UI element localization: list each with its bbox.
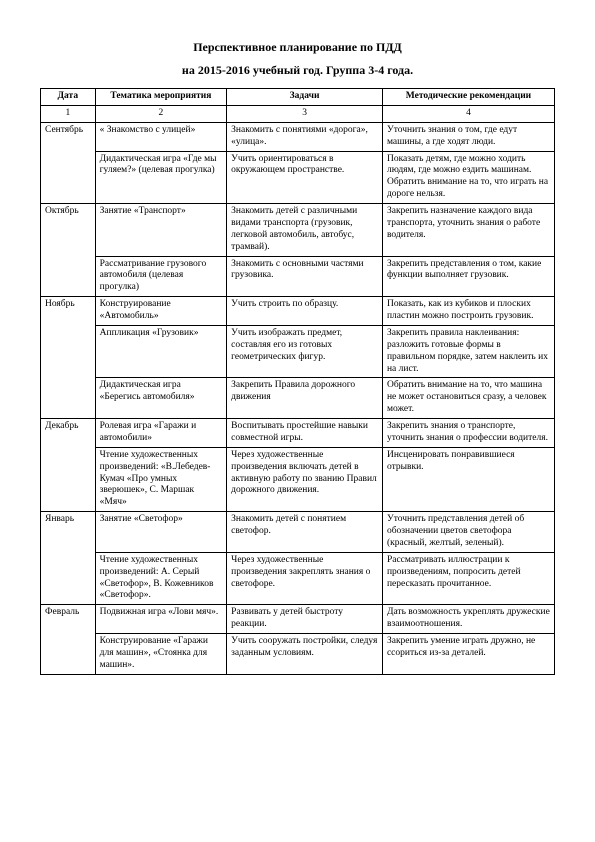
cell-tasks: Воспитывать простейшие навыки совместной… (227, 419, 383, 448)
cell-tasks: Знакомить детей с понятием светофор. (227, 512, 383, 553)
cell-topic: Дидактическая игра «Берегись автомобиля» (95, 378, 227, 419)
num-4: 4 (382, 105, 554, 122)
cell-method: Дать возможность укреплять дружеские вза… (382, 605, 554, 634)
table-row: НоябрьКонструирование «Автомобиль»Учить … (41, 297, 555, 326)
cell-method: Закрепить умение играть дружно, не ссори… (382, 634, 554, 675)
num-1: 1 (41, 105, 96, 122)
table-row: ЯнварьЗанятие «Светофор»Знакомить детей … (41, 512, 555, 553)
table-row: ДекабрьРолевая игра «Гаражи и автомобили… (41, 419, 555, 448)
table-row: Сентябрь« Знакомство с улицей»Знакомить … (41, 122, 555, 151)
num-2: 2 (95, 105, 227, 122)
header-method: Методические рекомендации (382, 89, 554, 106)
cell-topic: Аппликация «Грузовик» (95, 325, 227, 378)
cell-method: Закрепить назначение каждого вида трансп… (382, 204, 554, 257)
cell-method: Инсценировать понравившиеся отрывки. (382, 447, 554, 511)
number-row: 1 2 3 4 (41, 105, 555, 122)
cell-tasks: Знакомить с основными частями грузовика. (227, 256, 383, 297)
cell-tasks: Учить строить по образцу. (227, 297, 383, 326)
cell-topic: Конструирование «Гаражи для машин», «Сто… (95, 634, 227, 675)
cell-method: Рассматривать иллюстрации к произведения… (382, 552, 554, 605)
cell-date: Октябрь (41, 204, 96, 297)
cell-topic: Подвижная игра «Лови мяч». (95, 605, 227, 634)
cell-topic: Конструирование «Автомобиль» (95, 297, 227, 326)
cell-method: Уточнить знания о том, где едут машины, … (382, 122, 554, 151)
cell-tasks: Знакомить с понятиями «дорога», «улица». (227, 122, 383, 151)
cell-tasks: Через художественные произведения включа… (227, 447, 383, 511)
cell-topic: Рассматривание грузового автомобиля (цел… (95, 256, 227, 297)
header-date: Дата (41, 89, 96, 106)
cell-method: Показать детям, где можно ходить людям, … (382, 151, 554, 204)
cell-topic: Чтение художественных произведений: А. С… (95, 552, 227, 605)
cell-method: Уточнить представления детей об обозначе… (382, 512, 554, 553)
cell-topic: Чтение художественных произведений: «В.Л… (95, 447, 227, 511)
cell-topic: « Знакомство с улицей» (95, 122, 227, 151)
cell-method: Обратить внимание на то, что машина не м… (382, 378, 554, 419)
table-row: Чтение художественных произведений: «В.Л… (41, 447, 555, 511)
table-row: ОктябрьЗанятие «Транспорт»Знакомить дете… (41, 204, 555, 257)
table-row: Аппликация «Грузовик»Учить изображать пр… (41, 325, 555, 378)
table-row: Чтение художественных произведений: А. С… (41, 552, 555, 605)
cell-method: Закрепить правила наклеивания: разложить… (382, 325, 554, 378)
cell-tasks: Развивать у детей быстроту реакции. (227, 605, 383, 634)
table-row: Дидактическая игра «Где мы гуляем?» (цел… (41, 151, 555, 204)
table-row: Дидактическая игра «Берегись автомобиля»… (41, 378, 555, 419)
header-row: Дата Тематика мероприятия Задачи Методич… (41, 89, 555, 106)
cell-topic: Дидактическая игра «Где мы гуляем?» (цел… (95, 151, 227, 204)
table-row: Рассматривание грузового автомобиля (цел… (41, 256, 555, 297)
cell-date: Декабрь (41, 419, 96, 512)
cell-tasks: Учить сооружать постройки, следуя заданн… (227, 634, 383, 675)
planning-table: Дата Тематика мероприятия Задачи Методич… (40, 88, 555, 675)
cell-topic: Ролевая игра «Гаражи и автомобили» (95, 419, 227, 448)
cell-tasks: Знакомить детей с различными видами тран… (227, 204, 383, 257)
cell-tasks: Учить изображать предмет, составляя его … (227, 325, 383, 378)
table-row: ФевральПодвижная игра «Лови мяч».Развива… (41, 605, 555, 634)
header-tasks: Задачи (227, 89, 383, 106)
cell-date: Январь (41, 512, 96, 605)
cell-date: Сентябрь (41, 122, 96, 203)
cell-date: Ноябрь (41, 297, 96, 419)
table-body: Сентябрь« Знакомство с улицей»Знакомить … (41, 122, 555, 674)
cell-tasks: Через художественные произведения закреп… (227, 552, 383, 605)
num-3: 3 (227, 105, 383, 122)
cell-date: Февраль (41, 605, 96, 674)
cell-method: Закрепить знания о транспорте, уточнить … (382, 419, 554, 448)
page-title: Перспективное планирование по ПДД (40, 40, 555, 55)
table-row: Конструирование «Гаражи для машин», «Сто… (41, 634, 555, 675)
cell-tasks: Учить ориентироваться в окружающем прост… (227, 151, 383, 204)
cell-topic: Занятие «Светофор» (95, 512, 227, 553)
cell-method: Закрепить представления о том, какие фун… (382, 256, 554, 297)
page-subtitle: на 2015-2016 учебный год. Группа 3-4 год… (40, 63, 555, 78)
cell-method: Показать, как из кубиков и плоских пласт… (382, 297, 554, 326)
cell-topic: Занятие «Транспорт» (95, 204, 227, 257)
header-topic: Тематика мероприятия (95, 89, 227, 106)
cell-tasks: Закрепить Правила дорожного движения (227, 378, 383, 419)
